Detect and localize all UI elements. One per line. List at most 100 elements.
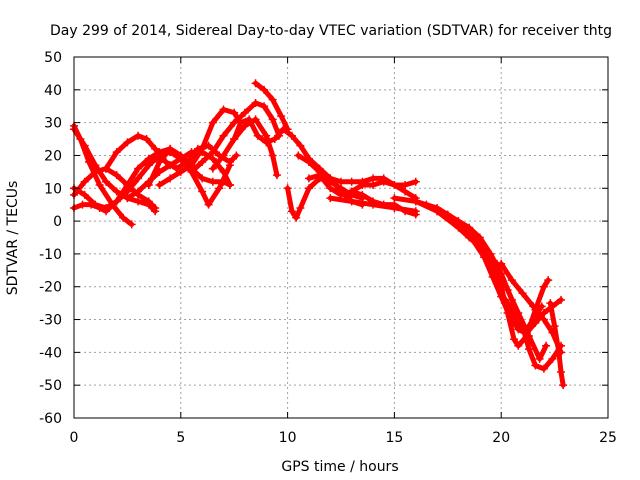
data-point-marker	[219, 177, 228, 186]
y-tick-label: 10	[44, 181, 62, 197]
data-point-marker	[172, 164, 181, 173]
data-point-marker	[443, 213, 452, 222]
data-point-marker	[112, 171, 121, 180]
data-point-marker	[488, 272, 497, 281]
data-point-marker	[292, 213, 301, 222]
data-point-marker	[253, 131, 262, 140]
data-point-marker	[144, 197, 153, 206]
data-point-marker	[546, 299, 555, 308]
data-point-marker	[539, 364, 548, 373]
data-point-marker	[87, 200, 96, 209]
data-point-marker	[272, 171, 281, 180]
data-point-marker	[208, 177, 217, 186]
data-point-marker	[142, 135, 151, 144]
data-series-track-24	[497, 259, 566, 357]
chart-title: Day 299 of 2014, Sidereal Day-to-day VTE…	[50, 23, 612, 39]
data-series-track-25	[546, 299, 568, 390]
data-point-marker	[123, 180, 132, 189]
data-point-marker	[514, 341, 523, 350]
y-tick-label: -50	[39, 378, 62, 394]
data-point-marker	[155, 158, 164, 167]
data-point-marker	[358, 190, 367, 199]
data-point-marker	[198, 187, 207, 196]
data-point-marker	[232, 151, 241, 160]
data-tracks	[70, 79, 568, 390]
data-point-marker	[260, 102, 269, 111]
data-point-marker	[529, 315, 538, 324]
y-tick-label: 30	[44, 116, 62, 132]
data-point-marker	[559, 381, 568, 390]
data-point-marker	[134, 187, 143, 196]
y-tick-labels: -60 -50 -40 -30 -20 -10 0 10 20 30 40 50	[39, 50, 62, 427]
data-point-marker	[187, 167, 196, 176]
data-point-marker	[537, 302, 546, 311]
data-point-marker	[283, 184, 292, 193]
data-point-marker	[524, 345, 533, 354]
data-point-marker	[550, 322, 559, 331]
data-point-marker	[208, 148, 217, 157]
data-series-track-23	[443, 213, 551, 363]
data-point-marker	[95, 180, 104, 189]
data-point-marker	[531, 361, 540, 370]
data-point-marker	[557, 295, 566, 304]
data-point-marker	[539, 315, 548, 324]
data-point-marker	[119, 213, 128, 222]
y-tick-label: -10	[39, 247, 62, 263]
data-point-marker	[294, 151, 303, 160]
data-point-marker	[123, 194, 132, 203]
data-point-marker	[369, 180, 378, 189]
data-point-marker	[187, 148, 196, 157]
data-point-marker	[379, 200, 388, 209]
data-point-marker	[144, 154, 153, 163]
data-point-marker	[80, 141, 89, 150]
x-tick-label: 20	[492, 430, 510, 446]
data-point-marker	[497, 292, 506, 301]
data-point-marker	[347, 187, 356, 196]
data-point-marker	[326, 184, 335, 193]
data-point-marker	[287, 131, 296, 140]
y-tick-label: 50	[44, 50, 62, 66]
data-point-marker	[390, 194, 399, 203]
data-point-marker	[554, 348, 563, 357]
data-point-marker	[208, 118, 217, 127]
data-point-marker	[144, 180, 153, 189]
x-tick-label: 25	[599, 430, 617, 446]
data-point-marker	[236, 118, 245, 127]
data-point-marker	[219, 131, 228, 140]
data-point-marker	[102, 177, 111, 186]
data-point-marker	[166, 144, 175, 153]
data-point-marker	[219, 105, 228, 114]
data-point-marker	[326, 194, 335, 203]
data-point-marker	[337, 177, 345, 186]
data-point-marker	[433, 207, 442, 216]
data-point-marker	[507, 276, 516, 285]
y-tick-label: 40	[44, 83, 62, 99]
y-axis-label: SDTVAR / TECUs	[5, 181, 21, 296]
data-point-marker	[166, 161, 175, 170]
data-point-marker	[208, 164, 217, 173]
data-point-marker	[80, 190, 89, 199]
data-point-marker	[198, 144, 207, 153]
data-point-marker	[542, 341, 551, 350]
series-trace	[188, 100, 282, 175]
data-point-marker	[134, 174, 143, 183]
data-point-marker	[304, 174, 313, 183]
data-point-marker	[151, 144, 160, 153]
data-point-marker	[510, 335, 519, 344]
data-point-marker	[176, 151, 185, 160]
data-point-marker	[390, 180, 399, 189]
data-point-marker	[268, 115, 277, 124]
data-point-marker	[123, 138, 132, 147]
data-series-track-16	[304, 171, 420, 199]
data-point-marker	[219, 167, 228, 176]
data-point-marker	[230, 135, 239, 144]
data-point-marker	[296, 141, 305, 150]
data-point-marker	[91, 167, 100, 176]
data-point-marker	[279, 125, 288, 134]
plot-frame	[73, 56, 609, 419]
data-point-marker	[411, 210, 420, 219]
x-tick-label: 0	[70, 430, 79, 446]
x-tick-labels: 0 5 10 15 20 25	[70, 430, 617, 446]
